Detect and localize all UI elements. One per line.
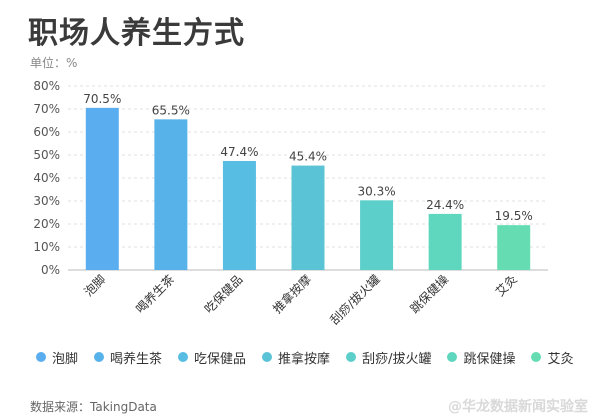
legend-label: 刮痧/拔火罐 — [362, 351, 432, 367]
watermark: @华龙数据新闻实验室 — [448, 399, 588, 415]
bar — [85, 107, 119, 270]
legend-item: 推拿按摩 — [262, 348, 331, 367]
bar — [222, 160, 256, 270]
x-tick-label: 跳保健操 — [407, 272, 452, 317]
x-tick-label: 推拿按摩 — [270, 272, 315, 317]
data-label: 47.4% — [220, 145, 258, 159]
unit-label: 单位：% — [30, 56, 78, 70]
bar — [428, 213, 462, 270]
y-tick-label: 60% — [33, 125, 60, 139]
bar — [154, 119, 188, 270]
data-label: 19.5% — [495, 209, 533, 223]
legend-item: 泡脚 — [36, 348, 79, 367]
legend: 泡脚 喝养生茶 吃保健品 推拿按摩 刮痧/拔火罐 跳保健操 艾灸 — [36, 348, 596, 367]
legend-label: 推拿按摩 — [278, 351, 331, 367]
y-tick-label: 40% — [33, 171, 60, 185]
y-tick-label: 70% — [33, 102, 60, 116]
data-source: 数据来源：TakingData — [30, 400, 157, 414]
legend-swatch — [346, 352, 357, 362]
data-label: 30.3% — [358, 184, 396, 198]
data-label: 70.5% — [83, 92, 121, 106]
legend-swatch — [531, 352, 542, 362]
legend-item: 跳保健操 — [447, 348, 516, 367]
x-tick-label: 吃保健品 — [202, 272, 246, 316]
x-tick-label: 刮痧/拔火罐 — [327, 272, 383, 328]
legend-item: 吃保健品 — [178, 348, 247, 367]
x-tick-label: 喝养生茶 — [132, 272, 177, 317]
bar — [497, 225, 531, 270]
legend-label: 喝养生茶 — [110, 351, 163, 367]
legend-swatch — [36, 352, 46, 362]
y-tick-label: 20% — [33, 217, 60, 231]
bar — [360, 200, 394, 270]
x-tick-label: 泡脚 — [81, 272, 109, 300]
bar — [291, 165, 325, 270]
legend-item: 刮痧/拔火罐 — [346, 348, 432, 367]
legend-label: 泡脚 — [52, 351, 79, 367]
legend-swatch — [94, 352, 105, 362]
chart-title: 职场人养生方式 — [28, 16, 245, 51]
y-tick-label: 50% — [33, 148, 60, 162]
y-tick-label: 0% — [41, 263, 60, 277]
legend-label: 跳保健操 — [463, 351, 516, 367]
legend-swatch — [447, 352, 458, 362]
legend-swatch — [178, 352, 189, 362]
bar-chart: 0% 10% 20% 30% 40% 50% 60% 70% 80% 70.5% 泡脚 65.5% 喝养… — [33, 79, 548, 328]
y-tick-label: 30% — [33, 194, 60, 208]
data-label: 24.4% — [426, 198, 464, 212]
legend-label: 艾灸 — [547, 351, 574, 367]
data-label: 45.4% — [289, 150, 327, 164]
y-tick-label: 10% — [33, 240, 60, 254]
legend-item: 艾灸 — [531, 348, 574, 367]
y-tick-label: 80% — [33, 79, 60, 93]
data-label: 65.5% — [152, 103, 190, 117]
x-tick-label: 艾灸 — [493, 272, 520, 299]
legend-swatch — [262, 352, 273, 362]
legend-item: 喝养生茶 — [94, 348, 163, 367]
legend-label: 吃保健品 — [194, 351, 247, 367]
